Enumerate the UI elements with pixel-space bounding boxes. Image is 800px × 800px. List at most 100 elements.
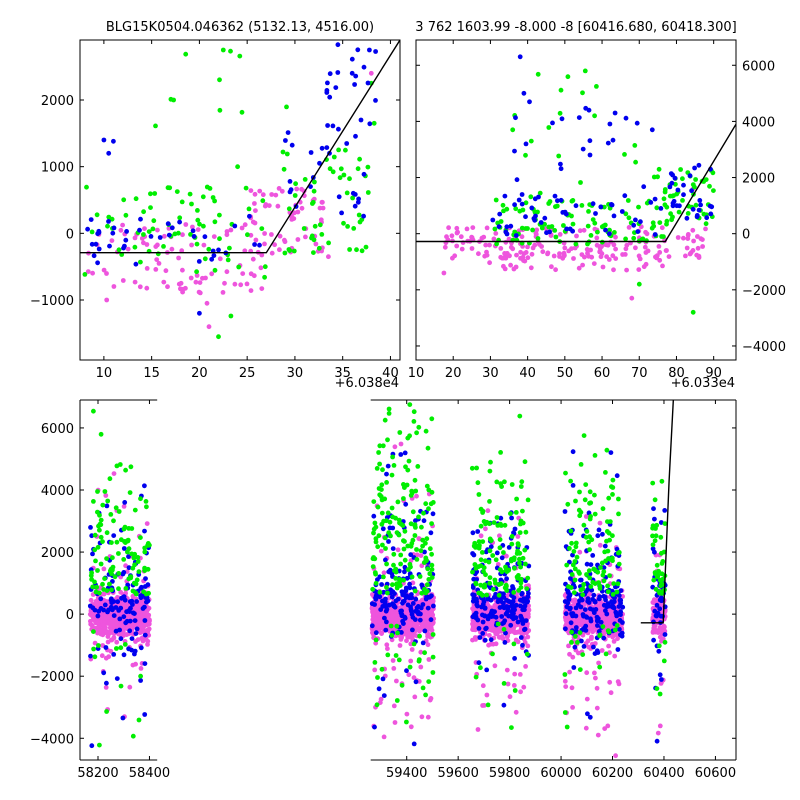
top-right-green-point [676,209,682,215]
top-right-green-point [558,87,564,93]
panel-top-right-title: 3 762 1603.99 -8.000 -8 [60416.680, 6041… [415,20,736,35]
bottom-pink-point [378,620,384,625]
bottom-green-point [580,652,586,657]
top-left-pink-point [120,222,125,228]
bottom-pink-point [137,630,143,636]
top-right-blue-point [512,202,517,208]
bottom-blue-point [104,503,110,509]
bottom-green-point [391,551,397,557]
top-left-green-point [327,166,333,172]
top-right-blue-point [532,217,538,223]
bottom-blue-point [113,628,119,634]
top-right-green-point [599,224,605,230]
bottom-blue-point [570,449,576,455]
bottom-blue-point [522,603,528,609]
top-left-pink-point [156,261,162,266]
top-left-pink-point [248,288,254,293]
bottom-blue-point [143,576,148,581]
bottom-blue-point [595,533,601,539]
bottom-green-point [586,568,592,574]
bottom-pink-point [101,566,107,572]
top-right-green-point [703,221,709,227]
top-left-green-point [183,51,189,57]
bottom-pink-point [144,521,150,526]
bottom-green-point [512,688,518,693]
bottom-green-point [142,545,148,551]
top-right-blue-point [513,115,518,121]
bottom-blue-point [89,533,95,539]
bottom-blue-point [144,595,150,600]
top-left-green-point [161,244,166,249]
bottom-green-point [572,566,578,572]
top-left-blue-point [169,225,175,231]
top-right-pink-point [532,242,538,248]
bottom-green-point [578,587,584,593]
top-left-green-point [89,229,95,235]
bottom-pink-point [606,643,611,649]
top-left-blue-point [355,199,361,205]
top-left-green-point [363,244,369,250]
top-right-blue-point [635,229,641,235]
bottom-green-point [605,583,610,589]
bottom-blue-point [471,552,477,558]
bottom-blue-point [488,637,494,643]
bottom-green-point [517,560,522,566]
bottom-green-point [401,538,406,544]
top-right-blue-point [523,141,529,147]
top-left-blue-point [101,137,107,143]
bottom-green-point [514,574,520,580]
top-right-green-point [662,189,668,195]
bottom-blue-point [98,606,104,611]
top-left-xtick-label: 10 [96,366,113,381]
bottom-green-point [383,546,388,551]
bottom-green-point [501,681,507,686]
bottom-green-point [91,629,96,634]
top-left-blue-point [353,133,358,139]
bottom-blue-point [98,596,104,602]
bottom-blue-point [380,676,386,682]
bottom-blue-point [618,612,623,618]
bottom-green-point [501,626,507,632]
top-right-pink-point [484,249,489,255]
bottom-green-point [429,416,435,422]
top-left-pink-point [303,234,308,240]
bottom-pink-point [370,610,376,616]
bottom-green-point [569,629,574,635]
bottom-green-point [371,555,376,560]
top-left-pink-point [118,227,124,233]
top-right-blue-point [689,188,694,194]
top-left-green-point [337,175,343,181]
top-right-pink-point [582,254,587,260]
bottom-pink-point [513,709,519,715]
bottom-blue-point [518,635,524,640]
bottom-green-point [495,523,501,528]
bottom-green-point [597,664,603,670]
bottom-pink-point [605,723,611,729]
bottom-pink-point [419,626,424,631]
top-right-green-point [556,153,562,159]
top-left-pink-point [317,205,323,211]
top-left-blue-point [157,235,163,240]
bottom-blue-point [591,644,596,650]
top-right-green-point [594,84,599,89]
bottom-pink-point [519,630,524,636]
top-right-green-point [633,159,638,165]
bottom-green-point [391,562,396,568]
top-left-pink-point [295,237,301,242]
bottom-blue-point [428,530,434,536]
bottom-green-point [94,584,100,590]
bottom-blue-point [508,622,514,628]
top-left-blue-point [177,219,183,225]
top-right-pink-point [506,236,512,242]
bottom-blue-point [407,585,413,591]
top-right-green-point [519,225,525,231]
top-right-blue-point [684,215,690,221]
bottom-blue-point [105,609,110,615]
top-left-blue-point [325,80,330,86]
bottom-blue-point [89,743,95,749]
bottom-green-point [429,575,435,580]
top-left-blue-point [107,243,112,249]
bottom-green-point [130,733,136,739]
bottom-green-point [588,584,594,589]
